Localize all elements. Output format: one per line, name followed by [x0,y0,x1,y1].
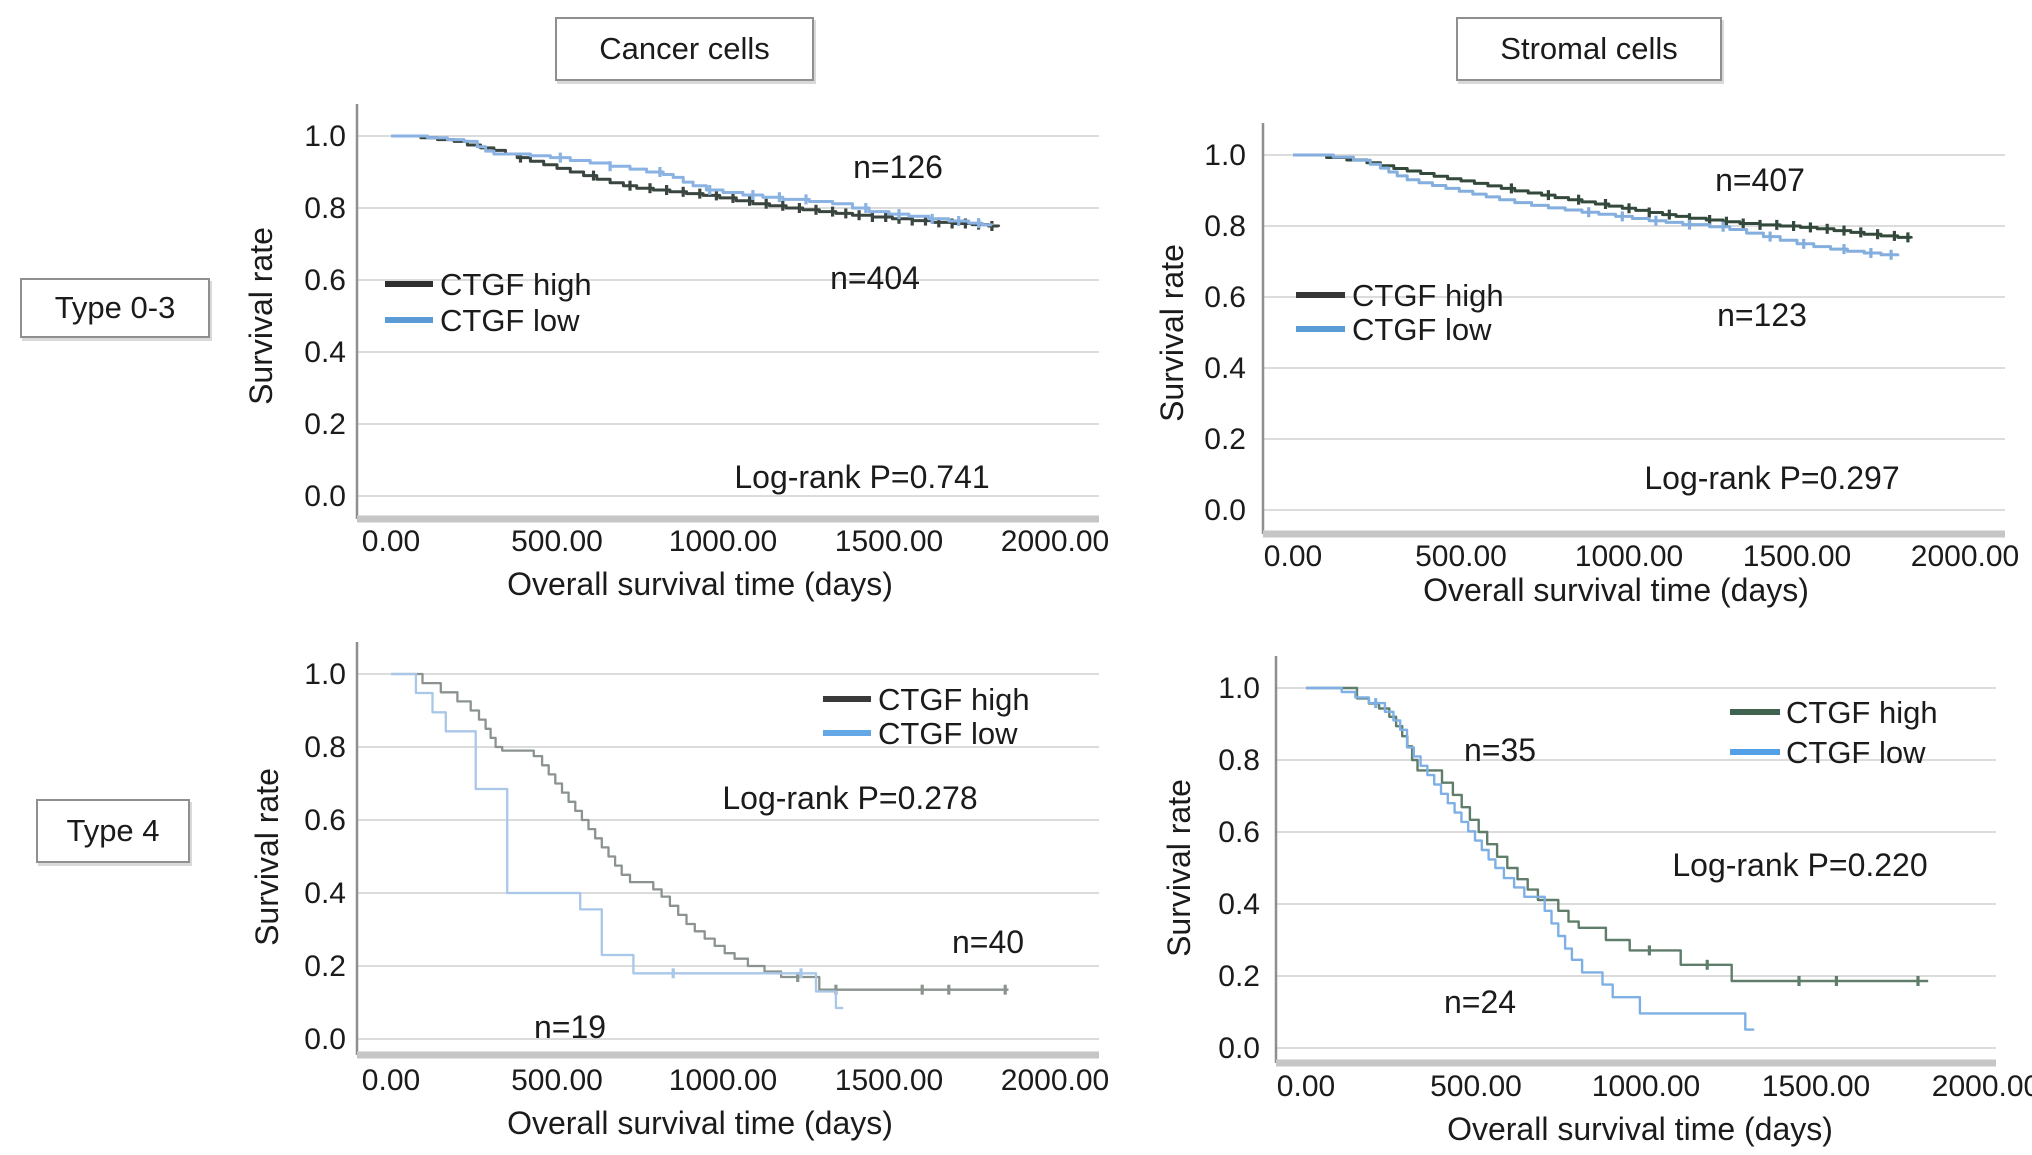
y-axis-title: Survival rate [249,768,285,946]
curve-ctgf-low [1306,686,1755,1031]
row-header-type-0-3: Type 0-3 [20,278,210,338]
y-tick-label: 0.2 [1204,423,1246,456]
y-axis-title: Survival rate [1154,244,1190,422]
censor-marks-ctgf-high [1647,945,1920,986]
annotation: n=123 [1717,297,1807,333]
y-tick-label: 0.0 [1218,1032,1260,1065]
y-tick-label: 0.6 [1218,816,1260,849]
y-tick-label: 0.8 [1218,744,1260,777]
x-axis-title: Overall survival time (days) [507,1105,893,1141]
censor-marks-ctgf-low [558,152,981,229]
annotation: Log-rank P=0.297 [1644,460,1899,496]
annotation: n=24 [1444,984,1516,1020]
x-axis-title: Overall survival time (days) [507,566,893,602]
y-axis-title: Survival rate [243,227,279,405]
y-tick-label: 0.8 [304,192,346,225]
x-tick-label: 1000.00 [669,525,777,558]
column-header-label: Cancer cells [599,31,770,66]
y-tick-label: 0.8 [304,731,346,764]
x-tick-label: 1500.00 [835,525,943,558]
curve-ctgf-high [1306,686,1929,983]
censor-marks-ctgf-high [1509,183,1910,243]
row-header-label: Type 0-3 [54,290,176,325]
legend-label: CTGF low [1786,735,1926,770]
y-tick-label: 1.0 [1218,672,1260,705]
annotation: n=40 [952,924,1024,960]
annotation: n=407 [1715,162,1805,198]
curve-ctgf-low [391,672,844,1010]
legend-label: CTGF low [1352,312,1492,347]
x-tick-label: 1000.00 [1592,1070,1700,1103]
x-tick-label: 500.00 [511,525,603,558]
column-header-cancer-cells: Cancer cells [555,17,814,81]
y-tick-label: 0.4 [1218,888,1260,921]
column-header-stromal-cells: Stromal cells [1456,17,1722,81]
x-tick-label: 1000.00 [669,1064,777,1097]
legend-label: CTGF high [440,267,592,302]
annotation: Log-rank P=0.220 [1672,847,1927,883]
panel-stromal-type-4: 1.0 0.8 0.6 0.4 0.2 0.0 0.00 500.00 1000.00 1500.… [1161,656,2032,1147]
x-tick-label: 0.00 [1264,540,1322,573]
legend-label: CTGF low [440,303,580,338]
y-tick-label: 0.0 [304,480,346,513]
y-tick-label: 0.0 [1204,494,1246,527]
x-tick-label: 1500.00 [1762,1070,1870,1103]
y-tick-label: 0.4 [304,877,346,910]
annotation: n=404 [830,260,920,296]
annotation: Log-rank P=0.278 [722,780,977,816]
legend-label: CTGF high [1352,278,1504,313]
curve-ctgf-low [391,134,994,227]
y-tick-label: 0.4 [304,336,346,369]
y-axis-title: Survival rate [1161,779,1197,957]
y-tick-label: 0.6 [1204,281,1246,314]
x-tick-label: 0.00 [1277,1070,1335,1103]
annotation: n=35 [1464,732,1536,768]
y-tick-label: 1.0 [1204,139,1246,172]
y-tick-label: 1.0 [304,120,346,153]
x-tick-label: 0.00 [362,525,420,558]
y-tick-label: 0.2 [1218,960,1260,993]
x-tick-label: 500.00 [1430,1070,1522,1103]
panel-cancer-type-0-3: 1.0 0.8 0.6 0.4 0.2 0.0 0.00 500.00 1000.00 1500.… [243,104,1109,602]
legend-label: CTGF low [878,716,1018,751]
x-tick-label: 500.00 [511,1064,603,1097]
y-tick-label: 0.6 [304,804,346,837]
legend-label: CTGF high [1786,695,1938,730]
curve-ctgf-high [391,672,1009,991]
x-tick-label: 0.00 [362,1064,420,1097]
censor-marks-ctgf-low [1587,207,1893,260]
row-header-type-4: Type 4 [36,799,190,863]
panel-stromal-type-0-3: 1.0 0.8 0.6 0.4 0.2 0.0 0.00 500.00 1000.00 1500.… [1154,123,2019,608]
y-tick-label: 1.0 [304,658,346,691]
x-tick-label: 1500.00 [835,1064,943,1097]
y-tick-label: 0.0 [304,1023,346,1056]
panel-cancer-type-4: 1.0 0.8 0.6 0.4 0.2 0.0 0.00 500.00 1000.00 1500.… [249,642,1109,1141]
x-tick-label: 2000.00 [1001,525,1109,558]
x-tick-label: 500.00 [1415,540,1507,573]
x-axis-title: Overall survival time (days) [1447,1111,1833,1147]
y-tick-label: 0.2 [304,408,346,441]
curve-ctgf-low [1293,153,1900,257]
y-tick-label: 0.8 [1204,210,1246,243]
x-tick-label: 2000.00 [1911,540,2019,573]
annotation: n=19 [534,1009,606,1045]
x-axis-title: Overall survival time (days) [1423,572,1809,608]
x-tick-label: 1000.00 [1575,540,1683,573]
censor-marks-ctgf-low [671,968,803,979]
row-header-label: Type 4 [66,813,160,848]
annotation: Log-rank P=0.741 [734,459,989,495]
column-header-label: Stromal cells [1500,31,1678,66]
y-tick-label: 0.6 [304,264,346,297]
x-tick-label: 2000.00 [1001,1064,1109,1097]
x-tick-label: 2000.00 [1932,1070,2032,1103]
curve-ctgf-high [391,134,1001,228]
x-tick-label: 1500.00 [1743,540,1851,573]
legend-label: CTGF high [878,682,1030,717]
y-tick-label: 0.2 [304,950,346,983]
annotation: n=126 [853,149,943,185]
y-tick-label: 0.4 [1204,352,1246,385]
